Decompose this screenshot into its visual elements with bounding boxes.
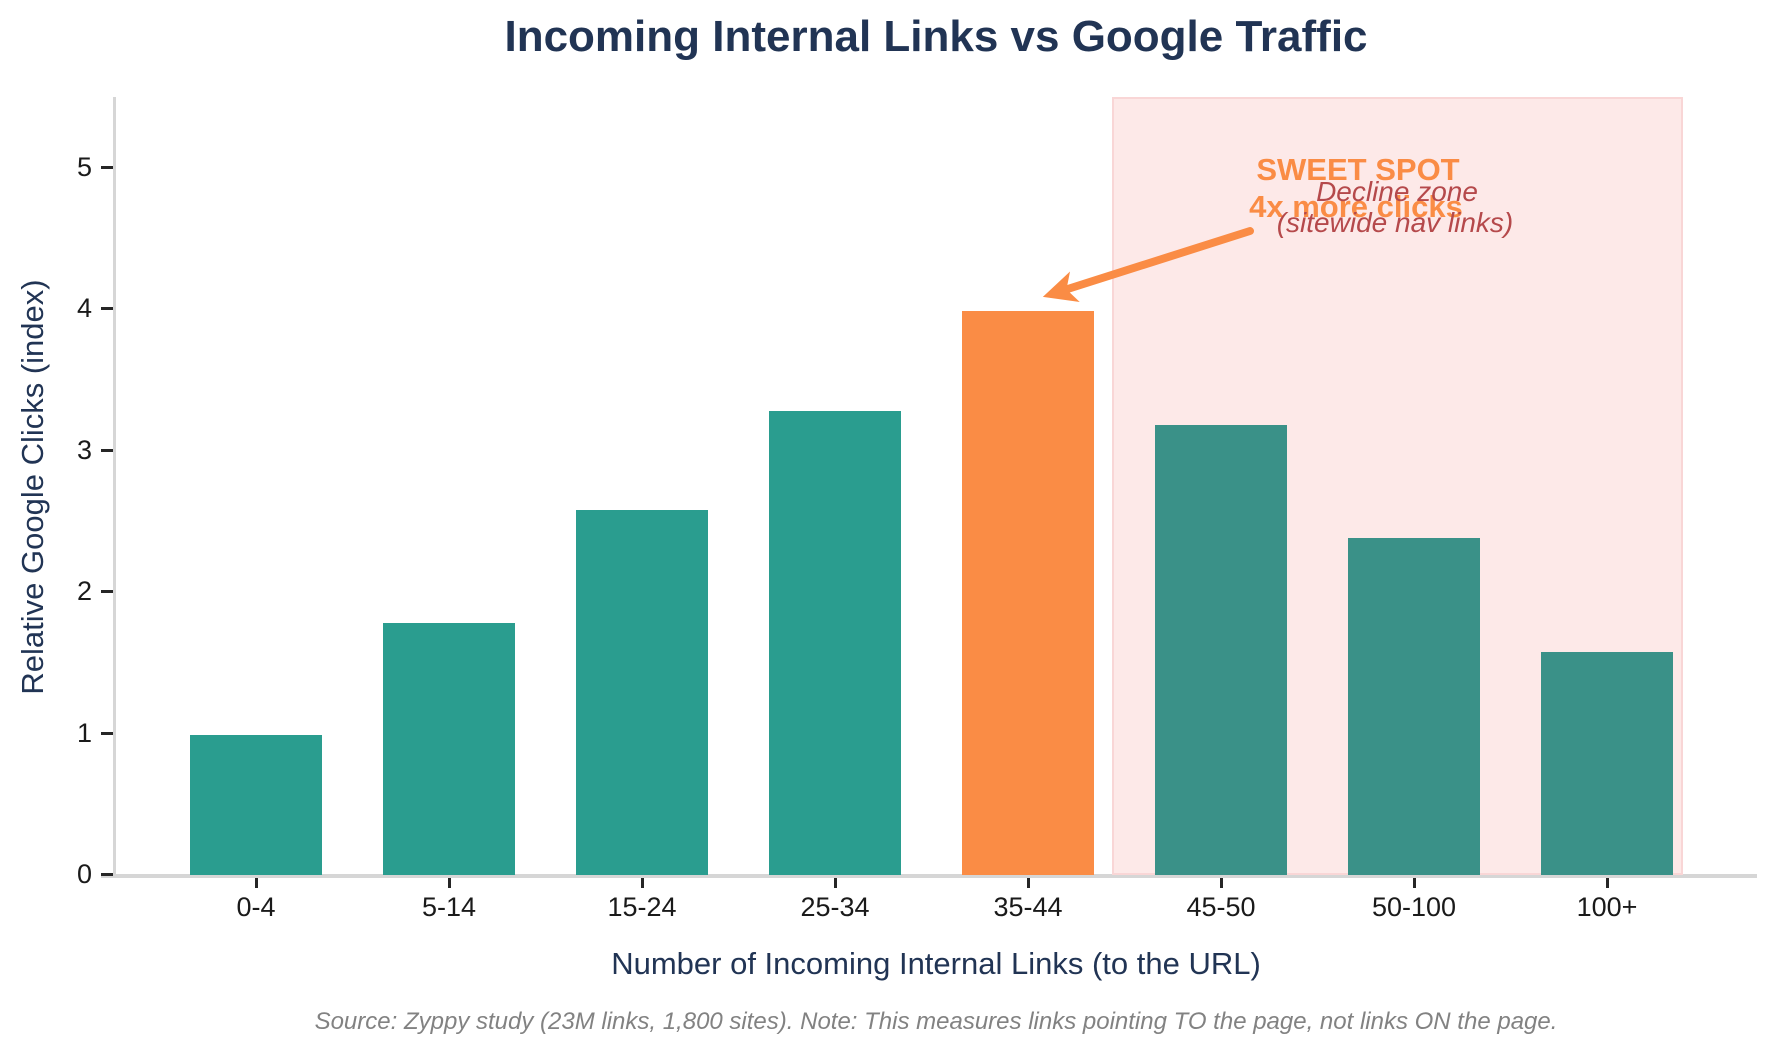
x-tick-label-25-34: 25-34 bbox=[800, 892, 870, 922]
y-axis-title: Relative Google Clicks (index) bbox=[15, 279, 50, 695]
x-tick-mark-100+ bbox=[1605, 878, 1609, 888]
y-tick-label-2: 2 bbox=[76, 576, 92, 607]
sweet-spot-label-line1: SWEET SPOT bbox=[1256, 152, 1460, 187]
y-tick-label-1: 1 bbox=[76, 717, 92, 748]
x-tick-mark-5-14 bbox=[447, 878, 451, 888]
decline-zone-label-line1: Decline zone bbox=[1316, 176, 1478, 207]
bar-25-34 bbox=[769, 411, 901, 875]
y-tick-label-3: 3 bbox=[76, 434, 92, 465]
y-tick-mark-1 bbox=[101, 731, 113, 735]
x-tick-mark-45-50 bbox=[1219, 878, 1223, 888]
y-tick-label-4: 4 bbox=[76, 293, 92, 324]
sweet-spot-label-line2: 4x more clicks bbox=[1249, 189, 1463, 224]
x-tick-label-0-4: 0-4 bbox=[236, 892, 276, 922]
x-tick-label-15-24: 15-24 bbox=[607, 892, 677, 922]
y-tick-mark-0 bbox=[101, 873, 113, 876]
x-tick-label-100+: 100+ bbox=[1576, 892, 1638, 922]
x-tick-mark-35-44 bbox=[1026, 878, 1030, 888]
y-tick-mark-2 bbox=[101, 590, 113, 594]
bar-35-44 bbox=[962, 311, 1094, 875]
y-tick-mark-5 bbox=[101, 165, 113, 169]
bar-5-14 bbox=[383, 623, 515, 875]
x-tick-mark-0-4 bbox=[254, 878, 258, 888]
bar-45-50 bbox=[1155, 425, 1287, 875]
bar-0-4 bbox=[190, 735, 322, 875]
x-tick-label-5-14: 5-14 bbox=[421, 892, 477, 922]
x-axis-title: Number of Incoming Internal Links (to th… bbox=[611, 946, 1261, 981]
bar-50-100 bbox=[1348, 538, 1480, 875]
bar-100+ bbox=[1541, 652, 1673, 875]
bar-15-24 bbox=[576, 510, 708, 875]
y-tick-mark-4 bbox=[101, 307, 113, 311]
x-tick-mark-50-100 bbox=[1412, 878, 1416, 888]
x-tick-label-35-44: 35-44 bbox=[993, 892, 1063, 922]
decline-zone-label-line2: (sitewide nav links) bbox=[1276, 207, 1514, 238]
y-axis-spine bbox=[113, 97, 116, 876]
y-tick-label-5: 5 bbox=[76, 151, 92, 182]
x-tick-mark-15-24 bbox=[640, 878, 644, 888]
x-tick-mark-25-34 bbox=[833, 878, 837, 888]
source-note: Source: Zyppy study (23M links, 1,800 si… bbox=[314, 1008, 1558, 1035]
chart-title: Incoming Internal Links vs Google Traffi… bbox=[504, 12, 1368, 61]
x-axis-spine bbox=[101, 874, 1757, 878]
y-tick-mark-3 bbox=[101, 448, 113, 452]
x-tick-label-45-50: 45-50 bbox=[1186, 892, 1256, 922]
y-tick-label-0: 0 bbox=[76, 859, 92, 889]
x-tick-label-50-100: 50-100 bbox=[1371, 892, 1457, 922]
